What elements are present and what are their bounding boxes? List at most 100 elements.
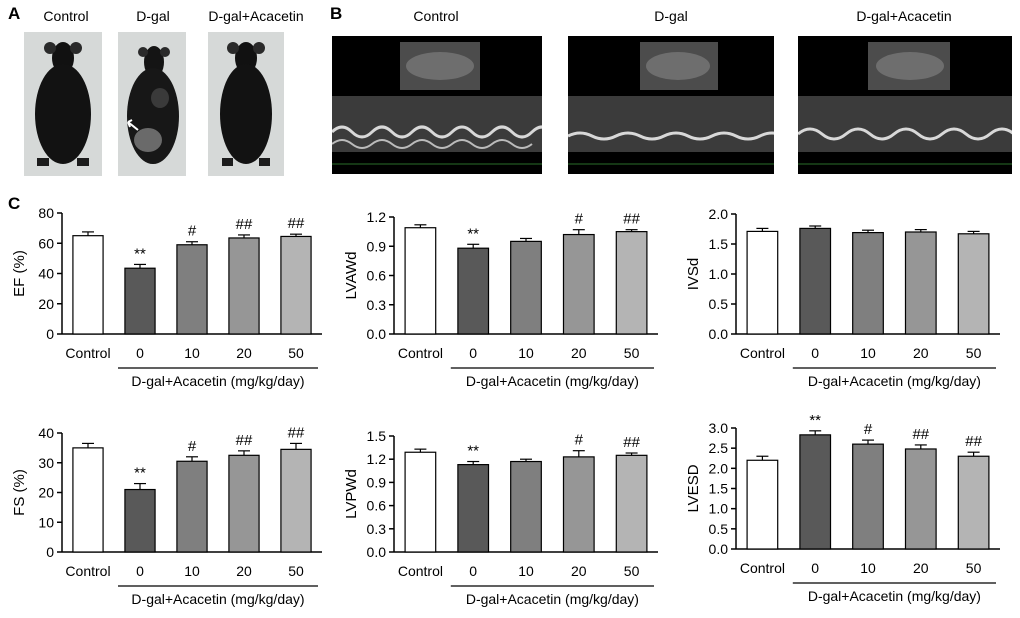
chart6-y-tick-label: 3.0	[709, 420, 729, 436]
chart3-y-tick-label: 1.5	[709, 236, 729, 252]
chart5-significance-label: **	[467, 443, 479, 460]
chart6-bar	[799, 434, 832, 550]
chart3-bar	[746, 230, 779, 335]
chart1-x-tick-label: 50	[288, 345, 304, 361]
chart4-x-tick-label: 0	[136, 563, 144, 579]
chart4-significance-label: ##	[236, 432, 253, 449]
echo-image-dgal	[568, 36, 774, 174]
chart4-x-tick-label: 20	[236, 563, 252, 579]
chart1-group-label: D-gal+Acacetin (mg/kg/day)	[131, 373, 304, 389]
chart2-bar	[562, 233, 595, 335]
echo-control-trace	[332, 42, 542, 165]
chart6-significance-label: #	[864, 421, 873, 438]
chart6-y-tick-label: 0.5	[709, 521, 729, 537]
echo-image-dgal-acacetin	[798, 36, 1012, 174]
chart1-significance-label: #	[188, 223, 197, 240]
chart2-y-tick-label: 1.2	[367, 209, 387, 225]
chart3-y-tick-label: 0.5	[709, 296, 729, 312]
chart5-bar	[510, 460, 542, 553]
chart2-x-tick-label: Control	[398, 345, 443, 361]
chart5-bar	[457, 464, 490, 553]
chart5-bar	[615, 454, 648, 553]
chart5-y-tick-label: 0.0	[367, 544, 387, 560]
chart3-bar	[852, 232, 884, 335]
chart5-x-tick-label: 20	[571, 563, 587, 579]
panel-letter-a: A	[8, 4, 21, 23]
chart4-y-tick-label: 30	[38, 455, 54, 471]
chart4-bar	[228, 454, 260, 553]
chart5-bar	[404, 451, 437, 553]
chart4-bar	[72, 447, 104, 553]
chart4-y-tick-label: 10	[38, 514, 54, 530]
chart3-x-tick-label: 50	[966, 345, 982, 361]
chart2-x-tick-label: 20	[571, 345, 587, 361]
chart6-x-tick-label: 50	[966, 560, 982, 576]
chart1-x-tick-label: Control	[65, 345, 110, 361]
panel-a-label-dgal: D-gal	[136, 8, 170, 24]
chart6-y-tick-label: 2.5	[709, 440, 729, 456]
chart5-x-tick-label: Control	[398, 563, 443, 579]
chart6-y-tick-label: 1.0	[709, 501, 729, 517]
chart2-significance-label: **	[467, 225, 479, 242]
chart1-x-tick-label: 20	[236, 345, 252, 361]
mouse-control-image	[35, 42, 91, 166]
mouse-dgal-acacetin-image	[220, 42, 272, 166]
chart4-x-tick-label: 10	[184, 563, 200, 579]
chart3-x-tick-label: 0	[811, 345, 819, 361]
chart4-bar	[280, 448, 312, 553]
panel-b-label-control: Control	[413, 8, 459, 24]
panel-a-label-control: Control	[43, 8, 89, 24]
chart5-x-tick-label: 0	[469, 563, 477, 579]
chart5-y-tick-label: 0.3	[367, 521, 387, 537]
chart4-y-axis-label: FS (%)	[11, 469, 28, 516]
chart6-y-axis-label: LVESD	[685, 464, 702, 512]
chart1-significance-label: ##	[236, 216, 253, 233]
chart4-y-tick-label: 0	[46, 544, 54, 560]
chart5-significance-label: #	[575, 432, 584, 449]
chart3-y-tick-label: 1.0	[709, 266, 729, 282]
chart6-bar	[957, 455, 990, 550]
chart3-bar	[957, 233, 990, 335]
chart5-y-tick-label: 1.2	[367, 451, 387, 467]
chart1-significance-label: **	[134, 245, 146, 262]
chart6-x-tick-label: 20	[913, 560, 929, 576]
chart5-y-tick-label: 1.5	[367, 428, 387, 444]
chart2-bar	[510, 240, 542, 335]
echo-dgal-acacetin-trace	[798, 42, 1012, 165]
panel-letter-b: B	[330, 4, 343, 23]
panel-letter-c: C	[8, 194, 21, 213]
chart3-bar	[799, 227, 832, 335]
chart4-significance-label: #	[188, 438, 197, 455]
chart6-significance-label: ##	[912, 426, 929, 443]
chart4-group-label: D-gal+Acacetin (mg/kg/day)	[131, 591, 304, 607]
chart5-significance-label: ##	[623, 434, 640, 451]
chart6-x-tick-label: Control	[740, 560, 785, 576]
chart2-significance-label: #	[575, 211, 584, 228]
chart3-y-tick-label: 2.0	[709, 206, 729, 222]
chart4-x-tick-label: 50	[288, 563, 304, 579]
chart3-y-tick-label: 0.0	[709, 326, 729, 342]
chart5-y-tick-label: 0.9	[367, 474, 387, 490]
chart4-x-tick-label: Control	[65, 563, 110, 579]
chart2-significance-label: ##	[623, 211, 640, 228]
chart4-y-tick-label: 20	[38, 485, 54, 501]
echo-dgal-trace	[568, 42, 774, 165]
chart1-x-tick-label: 10	[184, 345, 200, 361]
mouse-photo-dgal-acacetin	[208, 32, 284, 176]
panel-b-label-dgal-acacetin: D-gal+Acacetin	[856, 8, 952, 24]
chart5-x-tick-label: 50	[624, 563, 640, 579]
chart1-bar	[228, 237, 260, 335]
mouse-photo-dgal	[118, 32, 186, 176]
chart6-significance-label: ##	[965, 433, 982, 450]
chart5-bar	[562, 456, 595, 553]
chart2-bar	[457, 247, 490, 335]
chart6-group-label: D-gal+Acacetin (mg/kg/day)	[808, 588, 981, 604]
chart2-bar	[615, 231, 648, 335]
chart2-x-tick-label: 10	[518, 345, 534, 361]
chart1-significance-label: ##	[288, 215, 305, 232]
panel-a-label-dgal-acacetin: D-gal+Acacetin	[208, 8, 304, 24]
chart6-bar	[904, 448, 937, 550]
chart6-y-tick-label: 0.0	[709, 541, 729, 557]
chart6-x-tick-label: 10	[860, 560, 876, 576]
